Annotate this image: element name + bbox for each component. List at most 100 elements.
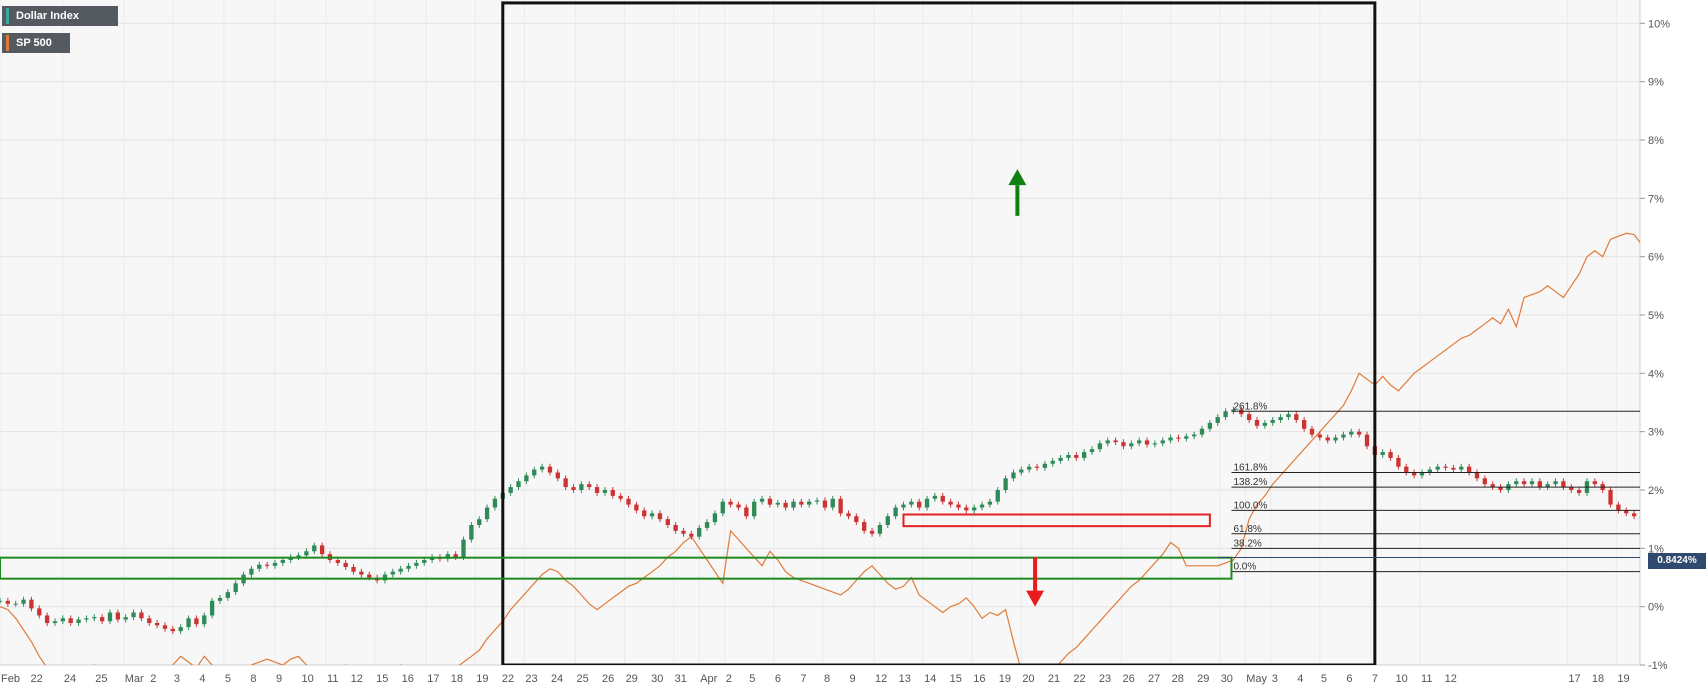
y-tick-label: 6%	[1648, 252, 1664, 264]
candle-body	[712, 513, 718, 523]
candle-body	[264, 564, 270, 566]
candle-body	[406, 565, 411, 569]
candle-body	[1624, 510, 1629, 514]
x-tick-label: 27	[1148, 673, 1160, 685]
candle-body	[807, 501, 812, 505]
candle-body	[382, 574, 388, 581]
candle-body	[649, 513, 655, 517]
candle-body	[1050, 460, 1055, 464]
candle-body	[838, 498, 843, 514]
candle-body	[869, 530, 875, 534]
candle-body	[822, 500, 828, 508]
candle-body	[233, 583, 238, 593]
candle-body	[296, 555, 301, 558]
candle-body	[948, 501, 953, 505]
x-tick-label: 5	[1321, 673, 1327, 685]
x-tick-label: 2	[726, 673, 732, 685]
annotation-box-red-resistance	[902, 513, 1211, 528]
candle-body	[1411, 472, 1417, 476]
candle-body	[618, 495, 623, 499]
candle-body	[594, 487, 600, 493]
candle-body	[194, 618, 199, 625]
candle-body	[1270, 420, 1275, 423]
candle-body	[1254, 420, 1260, 426]
legend-item-sp500[interactable]: SP 500	[2, 33, 70, 53]
candle-body	[783, 502, 788, 508]
y-tick-label: 2%	[1648, 485, 1664, 497]
candle-body	[1639, 516, 1640, 520]
candle-body	[956, 504, 961, 508]
candle-body	[99, 617, 105, 622]
candle-body	[390, 571, 395, 575]
arrow-up-head	[1008, 169, 1027, 186]
candle-body	[1191, 434, 1197, 437]
candle-body	[147, 618, 152, 623]
candle-body	[1349, 431, 1354, 435]
candle-body	[1545, 484, 1550, 488]
candle-body	[1144, 440, 1150, 445]
candle-body	[367, 574, 372, 578]
candle-body	[1019, 469, 1024, 473]
candle-body	[1113, 440, 1118, 443]
fib-level-label: 261.8%	[1233, 401, 1267, 412]
candle-body	[272, 562, 278, 566]
candle-body	[1427, 469, 1433, 473]
plot-area	[0, 0, 1640, 665]
candle-body	[1011, 472, 1016, 479]
candle-body	[1514, 481, 1519, 485]
candle-body	[579, 484, 584, 490]
candle-body	[846, 513, 851, 517]
candle-body	[547, 466, 553, 473]
x-tick-label: 19	[1617, 673, 1629, 685]
candle-body	[791, 501, 796, 508]
candle-body	[587, 484, 592, 488]
x-tick-label: 3	[1272, 673, 1278, 685]
candle-body	[76, 619, 81, 623]
candle-body	[131, 612, 136, 618]
x-tick-label: 8	[824, 673, 830, 685]
candle-body	[1474, 472, 1480, 479]
candle-body	[720, 501, 725, 514]
candle-body	[1207, 422, 1213, 429]
candle-body	[1466, 466, 1472, 473]
candle-body	[1294, 414, 1299, 420]
candle-body	[689, 533, 694, 537]
candle-body	[1042, 463, 1048, 468]
x-tick-label: 24	[551, 673, 563, 685]
candle-body	[555, 472, 560, 479]
legend-item-dollar-index[interactable]: Dollar Index Spot	[2, 6, 118, 42]
candle-body	[1631, 513, 1637, 517]
candle-body	[1459, 466, 1464, 470]
candle-body	[877, 525, 883, 534]
candle-body	[469, 525, 474, 540]
legend-label-sp500: SP 500	[16, 37, 52, 49]
x-tick-label: 12	[875, 673, 887, 685]
axis-area	[1640, 0, 1708, 688]
x-tick-label: 23	[525, 673, 537, 685]
candle-body	[1537, 481, 1542, 488]
candle-body	[634, 504, 639, 511]
candle-body	[728, 501, 733, 505]
candle-body	[1082, 452, 1087, 458]
candle-body	[665, 519, 670, 525]
x-tick-label: 5	[225, 673, 231, 685]
candle-body	[1027, 466, 1032, 470]
x-tick-label: 4	[1297, 673, 1303, 685]
candle-body	[492, 498, 498, 508]
candle-body	[1278, 417, 1283, 420]
candle-body	[209, 600, 215, 616]
candle-body	[202, 615, 207, 625]
candle-body	[1317, 434, 1323, 438]
candle-body	[1286, 414, 1291, 418]
y-tick-label: 9%	[1648, 77, 1664, 89]
x-tick-label: 4	[199, 673, 205, 685]
candle-body	[979, 504, 985, 508]
x-tick-label: 12	[1445, 673, 1457, 685]
candle-body	[1380, 452, 1385, 455]
candle-body	[736, 504, 741, 508]
candle-body	[885, 516, 890, 525]
candle-body	[1419, 472, 1425, 476]
candle-body	[995, 490, 1000, 502]
candle-body	[1341, 434, 1346, 438]
